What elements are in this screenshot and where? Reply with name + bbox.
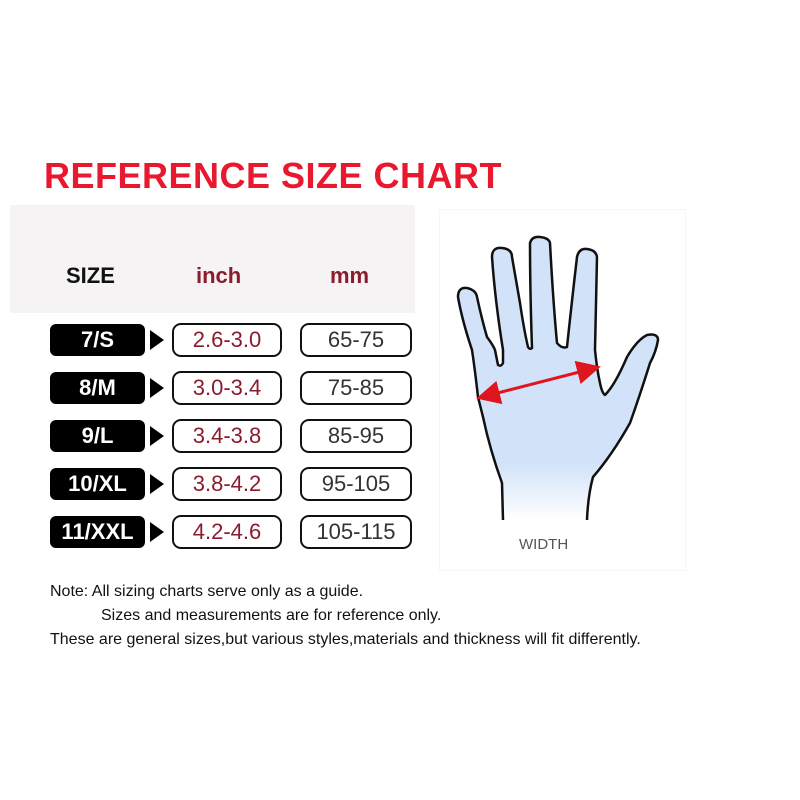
header-size: SIZE <box>66 263 115 288</box>
mm-value: 65-75 <box>300 323 412 357</box>
inch-value: 4.2-4.6 <box>172 515 282 549</box>
note-line-3: These are general sizes,but various styl… <box>50 631 641 648</box>
size-label: 8/M <box>50 372 145 404</box>
size-label: 9/L <box>50 420 145 452</box>
size-label: 10/XL <box>50 468 145 500</box>
size-label: 11/XXL <box>50 516 145 548</box>
arrow-right-icon <box>150 378 164 398</box>
page-title: REFERENCE SIZE CHART <box>44 155 503 196</box>
inch-value: 3.8-4.2 <box>172 467 282 501</box>
width-arrow <box>476 360 601 405</box>
arrow-right-icon <box>150 522 164 542</box>
inch-value: 2.6-3.0 <box>172 323 282 357</box>
mm-value: 75-85 <box>300 371 412 405</box>
header-inch: inch <box>196 263 242 288</box>
note-line-2: Sizes and measurements are for reference… <box>101 607 442 624</box>
mm-value: 95-105 <box>300 467 412 501</box>
header-background <box>10 205 415 313</box>
inch-value: 3.0-3.4 <box>172 371 282 405</box>
width-label: WIDTH <box>519 536 569 553</box>
mm-value: 105-115 <box>300 515 412 549</box>
size-label: 7/S <box>50 324 145 356</box>
mm-value: 85-95 <box>300 419 412 453</box>
note-line-1: Note: All sizing charts serve only as a … <box>50 583 364 600</box>
header-mm: mm <box>330 263 370 288</box>
arrow-right-icon <box>150 330 164 350</box>
inch-value: 3.4-3.8 <box>172 419 282 453</box>
arrow-right-icon <box>150 426 164 446</box>
arrow-right-icon <box>150 474 164 494</box>
